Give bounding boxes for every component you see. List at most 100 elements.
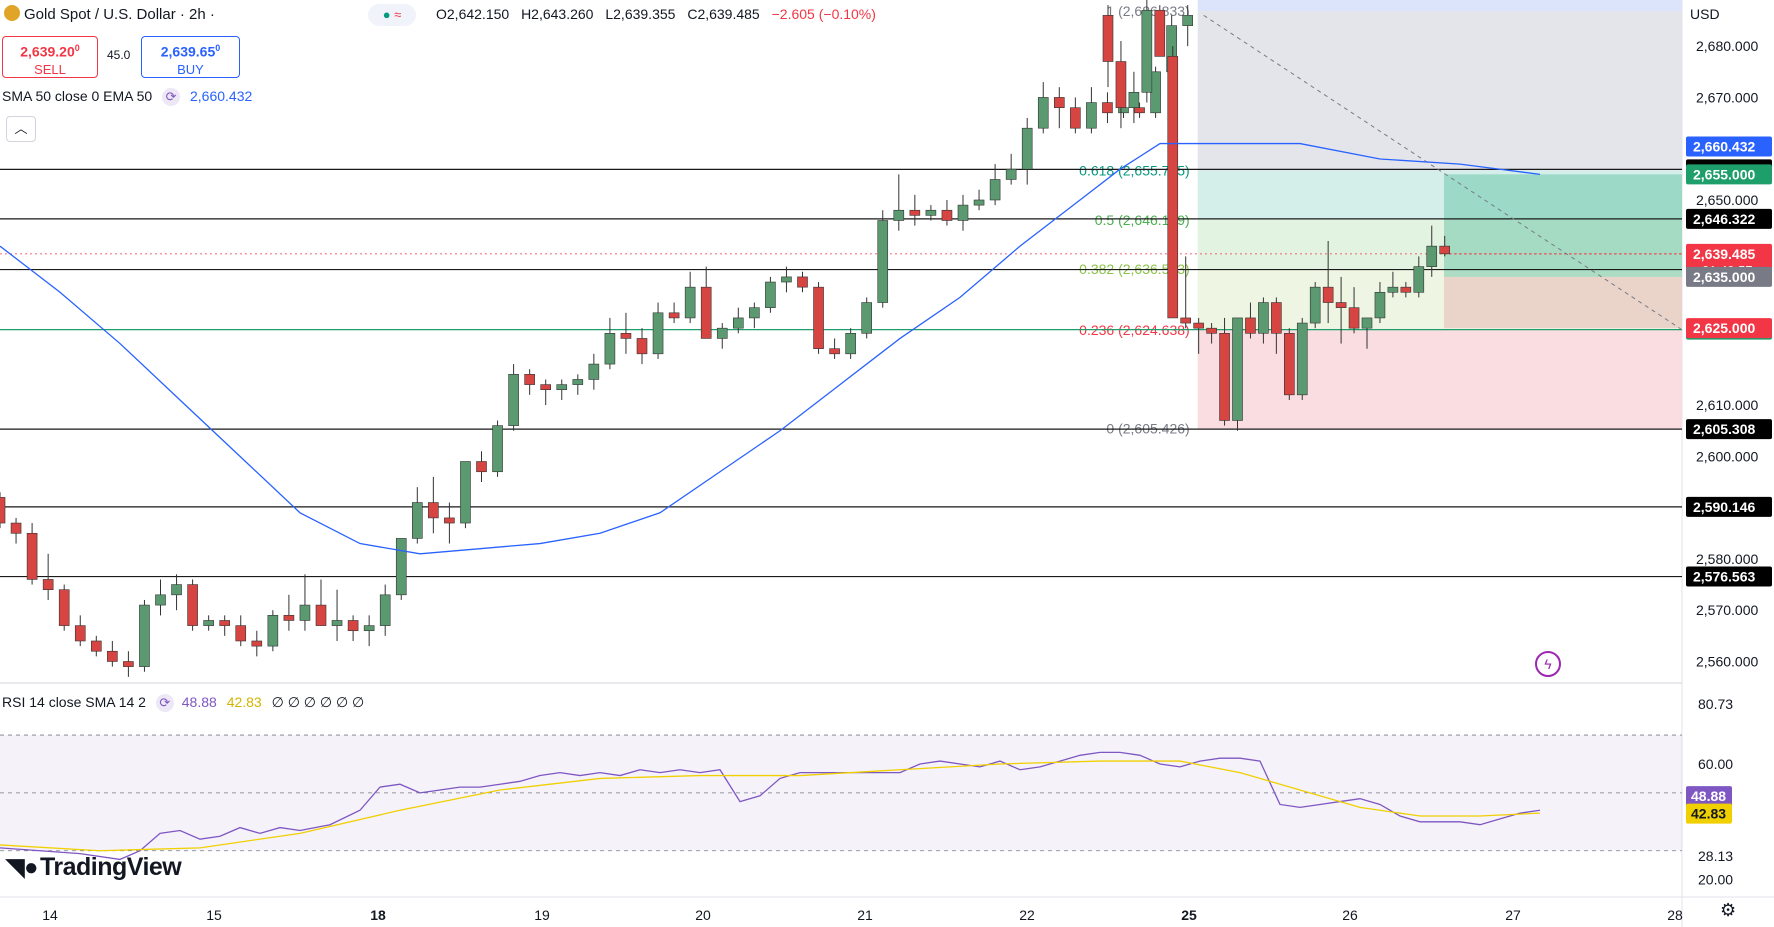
candle-body <box>829 348 840 355</box>
candle-body <box>283 615 295 621</box>
y-tick-label: 2,570.000 <box>1696 602 1758 618</box>
candle-body <box>10 522 22 534</box>
candle-body <box>973 199 985 206</box>
sell-price-sup: 0 <box>74 43 80 53</box>
candle-body <box>1296 322 1308 396</box>
price-tag <box>1686 208 1772 229</box>
fib-zone <box>1197 330 1682 429</box>
low-value: L2,639.355 <box>605 6 676 22</box>
settings-gear-icon[interactable]: ⚙ <box>1720 900 1737 920</box>
candle-body <box>26 532 38 580</box>
y-tick-label: 2,560.000 <box>1696 653 1758 669</box>
symbol-title[interactable]: Gold Spot / U.S. Dollar · 2h · <box>4 5 215 23</box>
candle-body <box>1335 302 1347 308</box>
fib-label: 0.5 (2,646.129) <box>1095 212 1190 228</box>
price-tag <box>1686 419 1772 440</box>
candle-body <box>171 584 182 596</box>
candle-body <box>1054 97 1065 108</box>
buy-price: 2,639.65 <box>160 43 216 60</box>
candle-body <box>235 625 247 642</box>
candle-body <box>428 502 439 519</box>
rsi-extra-values: ∅ ∅ ∅ ∅ ∅ ∅ <box>271 694 365 710</box>
currency-label: USD <box>1690 6 1720 22</box>
y-tick-label: 2,670.000 <box>1696 89 1758 105</box>
candle-body <box>411 502 423 539</box>
collapse-legend-button[interactable]: ︿ <box>6 116 36 142</box>
candle-body <box>444 517 455 524</box>
candle-body <box>556 384 568 391</box>
candle-body <box>604 333 616 365</box>
candle-body <box>781 276 792 283</box>
y-tick-label: 2,680.000 <box>1696 38 1758 54</box>
sell-button[interactable]: 2,639.200 SELL <box>2 36 98 78</box>
candle-body <box>1271 302 1282 334</box>
spread-value: 45.0 <box>107 48 131 62</box>
candle-body <box>813 286 824 349</box>
price-tag-label: 2,660.432 <box>1693 138 1755 154</box>
y-tick-label: 2,600.000 <box>1696 448 1758 464</box>
candle-body <box>476 461 487 473</box>
candle-body <box>1182 15 1193 26</box>
buy-price-sup: 0 <box>215 43 221 53</box>
candle-body <box>1118 107 1129 114</box>
candle-body <box>1309 286 1321 324</box>
buy-label: BUY <box>177 61 204 77</box>
symbol-label: Gold Spot / U.S. Dollar · 2h · <box>24 6 215 23</box>
currency-selector[interactable]: USD <box>1690 6 1770 22</box>
price-tag <box>1686 164 1772 185</box>
candle-body <box>91 640 102 652</box>
candle-body <box>379 594 391 626</box>
tradingview-logo: ◥●TradingView <box>6 853 182 882</box>
indicator-legend[interactable]: SMA 50 close 0 EMA 50 ⟳ 2,660.432 <box>2 88 252 106</box>
y-tick-label: 2,650.000 <box>1696 192 1758 208</box>
rsi-settings-icon[interactable]: ⟳ <box>155 694 174 712</box>
candle-body <box>1348 307 1360 329</box>
price-tag-label: 2,646.322 <box>1693 211 1755 227</box>
indicator-value: 2,660.432 <box>189 88 253 104</box>
candle-body <box>1102 15 1114 62</box>
open-value: O2,642.150 <box>436 6 510 22</box>
x-tick-label: 19 <box>534 907 550 923</box>
candle-body <box>1180 317 1191 324</box>
chevron-up-icon: ︿ <box>14 121 28 136</box>
candle-body <box>1021 127 1033 170</box>
high-value: H2,643.260 <box>521 6 594 22</box>
candle-body <box>1086 102 1097 129</box>
y-tick-label: 2,580.000 <box>1696 551 1758 567</box>
x-tick-label: 14 <box>42 907 58 923</box>
ohlc-readout: O2,642.150 H2,643.260 L2,639.355 C2,639.… <box>436 6 884 22</box>
candle-body <box>652 312 664 355</box>
price-tag <box>1686 566 1772 587</box>
rsi-legend[interactable]: RSI 14 close SMA 14 2 ⟳ 48.88 42.83 ∅ ∅ … <box>2 694 364 712</box>
market-status-toggle[interactable]: ● ≈ <box>368 4 416 26</box>
candle-body <box>139 604 150 667</box>
x-tick-label: 21 <box>857 907 873 923</box>
rsi-tag-label: 42.83 <box>1691 806 1726 822</box>
lightning-icon[interactable]: ϟ <box>1535 651 1561 677</box>
candle-body <box>460 461 471 524</box>
rsi-tag <box>1686 803 1732 824</box>
candle-body <box>1400 286 1412 293</box>
candle-body <box>1102 102 1113 114</box>
indicator-label: SMA 50 close 0 EMA 50 <box>2 88 153 104</box>
candle-body <box>251 640 263 647</box>
price-tag-label: 2,655.000 <box>1693 166 1755 182</box>
buy-button[interactable]: 2,639.650 BUY <box>141 36 240 78</box>
candle-body <box>299 604 311 621</box>
candle-body <box>58 589 70 626</box>
price-tag-label: 2,590.146 <box>1693 499 1755 515</box>
candle-body <box>797 276 808 288</box>
logo-text: TradingView <box>39 853 182 881</box>
candle-body <box>1134 107 1145 114</box>
candle-body <box>331 620 343 626</box>
candle-body <box>155 594 166 606</box>
candle-body <box>941 209 953 221</box>
indicator-settings-icon[interactable]: ⟳ <box>162 88 181 106</box>
candle-body <box>957 204 969 221</box>
candle-body <box>363 625 375 632</box>
candle-body <box>508 374 519 426</box>
candle-body <box>572 379 584 385</box>
price-tag <box>1686 136 1772 157</box>
candle-body <box>684 286 696 319</box>
